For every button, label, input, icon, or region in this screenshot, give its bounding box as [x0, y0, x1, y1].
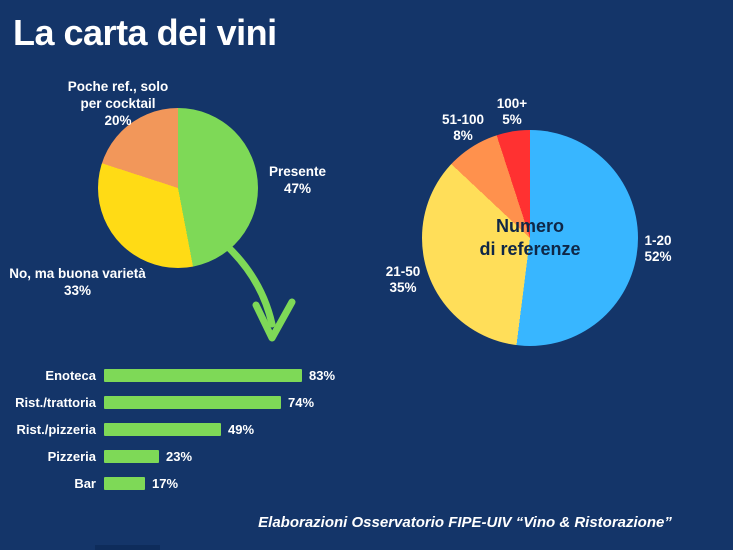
bar-row: Rist./pizzeria 49% [10, 416, 360, 443]
bar-value-label: 17% [152, 476, 179, 491]
pie1-callout-poche-ref: Poche ref., solo per cocktail 20% [38, 78, 198, 129]
bar [104, 369, 302, 382]
pie1-callout-no-ma-buona-label: No, ma buona varietà [9, 266, 146, 281]
bar [104, 396, 281, 409]
pie2-callout-21-50-label: 21-50 [385, 264, 421, 279]
bar-category-label: Enoteca [45, 368, 96, 383]
footer-caption: Elaborazioni Osservatorio FIPE-UIV “Vino… [258, 514, 672, 531]
page-title: La carta dei vini [13, 12, 277, 53]
pie2-callout-1-20: 1-20 52% [623, 233, 693, 265]
bar-value-label: 83% [309, 368, 336, 383]
bar [104, 477, 145, 490]
pie-chart-numero-referenze [422, 130, 638, 346]
bar-row: Bar 17% [10, 470, 360, 497]
pie1-callout-presente: Presente 47% [250, 163, 345, 197]
pie2-callout-100plus-label: 100+ [496, 96, 528, 111]
bar-value-label: 74% [288, 395, 315, 410]
pie2-callout-51-100-label: 51-100 [441, 112, 485, 127]
pie1-callout-presente-label: Presente [268, 164, 327, 179]
pie1-callout-no-ma-buona-pct: 33% [63, 283, 92, 298]
bar-row: Enoteca 83% [10, 362, 360, 389]
bar [104, 450, 159, 463]
pie2-callout-100plus: 100+ 5% [482, 96, 542, 128]
bar-category-label: Pizzeria [47, 449, 96, 464]
bar-row: Pizzeria 23% [10, 443, 360, 470]
bar [104, 423, 221, 436]
bar-category-label: Rist./pizzeria [16, 422, 96, 437]
pie1-callout-no-ma-buona: No, ma buona varietà 33% [0, 265, 155, 299]
pie2-callout-1-20-label: 1-20 [644, 233, 672, 248]
pie2-center-title: Numero di referenze [422, 215, 638, 261]
bar-category-label: Rist./trattoria [15, 395, 96, 410]
pie2-callout-21-50: 21-50 35% [368, 264, 438, 296]
pie1-callout-poche-ref-line2: per cocktail [80, 96, 156, 111]
bar-value-label: 49% [228, 422, 255, 437]
pie2-callout-51-100: 51-100 8% [428, 112, 498, 144]
pie2-center-title-line2: di referenze [479, 239, 581, 259]
pie2-callout-1-20-pct: 52% [644, 249, 672, 264]
bottom-edge-strip [95, 545, 160, 550]
pie1-callout-poche-ref-line1: Poche ref., solo [67, 79, 169, 94]
pie2-callout-21-50-pct: 35% [389, 280, 417, 295]
pie2-callout-51-100-pct: 8% [453, 128, 473, 143]
pie2-callout-100plus-pct: 5% [502, 112, 522, 127]
pie1-callout-presente-pct: 47% [283, 181, 312, 196]
bar-value-label: 23% [166, 449, 193, 464]
pie2-center-title-line1: Numero [495, 216, 564, 236]
bar-row: Rist./trattoria 74% [10, 389, 360, 416]
bar-category-label: Bar [74, 476, 96, 491]
pie1-callout-poche-ref-pct: 20% [104, 113, 132, 128]
bar-chart: Enoteca 83% Rist./trattoria 74% Rist./pizzer… [10, 362, 360, 497]
pie-chart-carta-vini [98, 108, 258, 268]
